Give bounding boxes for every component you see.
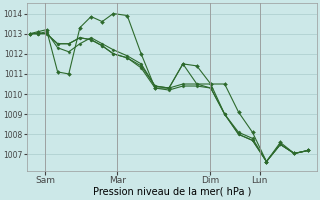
X-axis label: Pression niveau de la mer( hPa ): Pression niveau de la mer( hPa ) [92,187,251,197]
